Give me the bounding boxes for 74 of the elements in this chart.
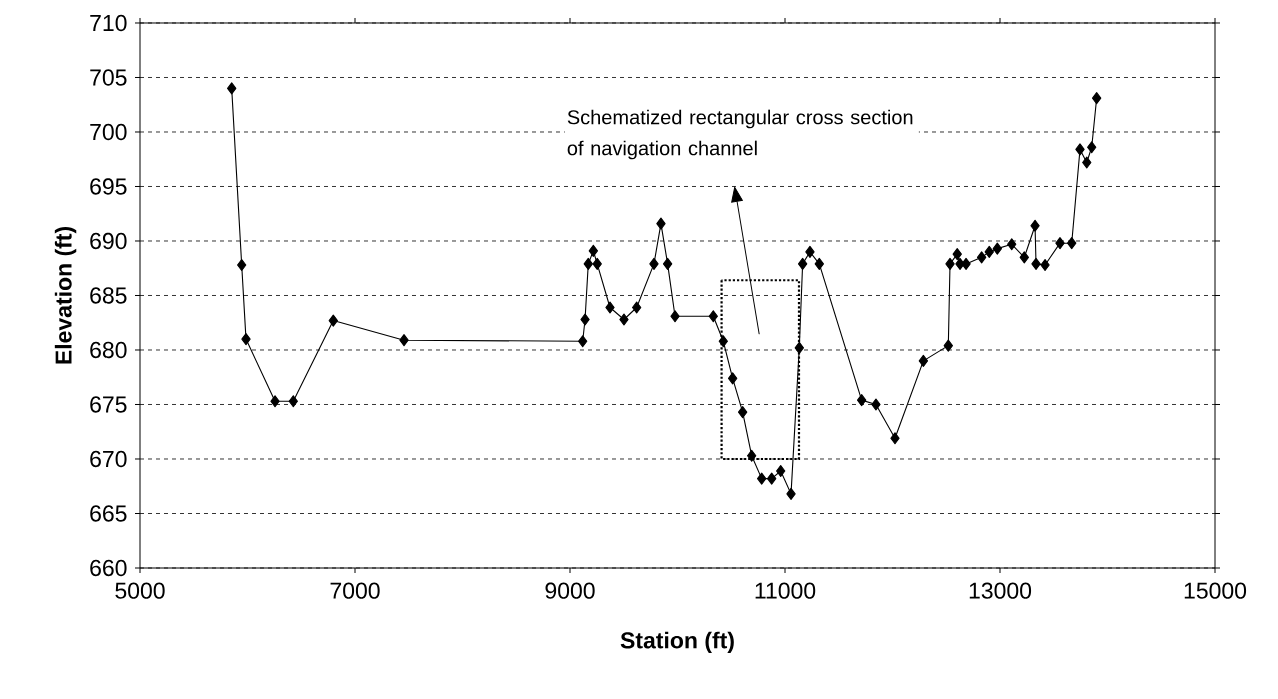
point [794,341,804,354]
point [270,395,280,408]
point [814,257,824,270]
point [662,257,673,270]
point [976,251,987,264]
point [757,472,767,485]
y-tick-label: 675 [90,396,127,413]
point [961,257,971,270]
point [580,313,590,326]
y-tick-label: 670 [90,450,127,468]
point [856,394,867,407]
point [578,335,588,348]
y-tick-label: 695 [90,178,127,195]
y-tick-label: 660 [90,559,127,577]
point [1007,238,1017,251]
point [737,406,748,419]
point [805,245,815,258]
point [943,339,953,352]
point [1087,141,1097,154]
point [992,242,1002,255]
point [1067,237,1077,250]
point [588,244,599,257]
point [727,372,738,385]
point [747,449,757,462]
x-tick-label: 7000 [330,582,380,599]
point [952,248,962,261]
y-tick-label: 680 [90,341,127,359]
point [1075,143,1085,156]
point [767,472,777,485]
y-tick-label: 710 [90,14,127,32]
point [241,333,251,346]
point [718,335,728,348]
point [1019,251,1029,264]
point [670,310,680,323]
point [1082,156,1092,169]
y-tick-label: 705 [90,69,127,86]
point [918,354,929,367]
x-tick-label: 15000 [1184,582,1247,599]
point [1091,92,1102,105]
point [1040,258,1050,272]
point [649,257,659,270]
y-tick-label: 690 [90,232,127,250]
point [237,258,247,272]
point [871,398,881,411]
y-tick-label: 665 [90,505,127,522]
point [631,301,642,314]
y-axis-title: Elevation (ft) [54,227,77,364]
point [288,395,298,408]
point [656,217,666,230]
point [1031,257,1041,270]
point [1030,219,1040,232]
y-tick-label: 685 [90,287,127,304]
point [890,432,900,445]
point [776,464,786,478]
x-tick-label: 5000 [115,582,165,599]
point [786,487,796,500]
point [797,257,808,270]
point [984,245,994,258]
x-tick-label: 13000 [969,582,1032,599]
point [328,314,338,327]
point [399,334,409,347]
point [1055,237,1065,250]
y-tick-label: 700 [90,123,127,141]
point [583,257,593,270]
point [708,310,718,323]
x-tick-label: 11000 [755,582,816,599]
point [227,82,237,95]
point [605,301,615,314]
point [619,313,629,326]
annotation: Schematized rectangular cross section of navigation channel [567,109,913,160]
point [592,257,602,270]
x-tick-label: 9000 [545,582,595,599]
x-axis-title: Station (ft) [620,631,734,654]
point [945,257,955,270]
